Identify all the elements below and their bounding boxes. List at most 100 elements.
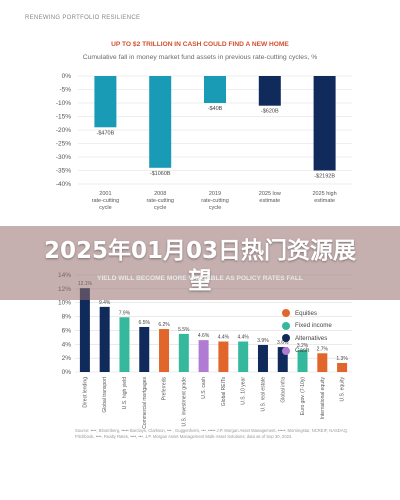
- x-category-label: rate-cutting: [146, 198, 174, 204]
- bar: [317, 353, 328, 372]
- x-category-label: Commercial mortgages: [142, 377, 148, 429]
- bar: [159, 329, 170, 372]
- banner-overlay: [0, 226, 400, 300]
- legend-label: Fixed income: [295, 322, 332, 330]
- source-note: Source: ••••, Bloomberg, ••••• Barclays,…: [75, 428, 349, 439]
- bar-data-label: 4.4%: [237, 335, 249, 341]
- bar-data-label: -$1060B: [150, 171, 171, 177]
- bar-data-label: 1.3%: [336, 356, 348, 362]
- legend-item-cash: Cash: [282, 345, 332, 358]
- bar: [119, 317, 130, 372]
- bar-data-label: 7.9%: [119, 310, 131, 316]
- x-category-label: U.S. real estate: [260, 377, 266, 412]
- bar-data-label: 6.5%: [139, 320, 151, 326]
- legend-dot-icon: [282, 334, 290, 343]
- x-category-label: International equity: [320, 377, 326, 420]
- x-category-label: U.S. equity: [340, 377, 346, 402]
- y-tick-label: -15%: [56, 114, 71, 121]
- x-category-label: Euro gov. (7-10y): [300, 377, 306, 416]
- y-tick-label: 0%: [62, 73, 72, 80]
- bar: [99, 306, 110, 372]
- chart1-subtitle: Cumulative fall in money market fund ass…: [82, 54, 318, 61]
- x-category-label: 2025 low: [259, 191, 281, 197]
- legend-dot-icon: [282, 321, 290, 330]
- x-category-label: estimate: [314, 198, 335, 204]
- bar: [258, 76, 281, 106]
- y-tick-label: -30%: [56, 154, 71, 161]
- x-category-label: U.S. investment grade: [181, 377, 187, 427]
- x-category-label: cycle: [154, 205, 167, 211]
- bar: [178, 333, 189, 372]
- x-category-label: Preferreds: [162, 377, 168, 401]
- y-tick-label: 2%: [62, 355, 72, 362]
- y-tick-label: -10%: [56, 100, 71, 107]
- x-category-label: cycle: [209, 205, 222, 211]
- bar-data-label: 4.6%: [198, 333, 210, 339]
- x-category-label: U.S. 10 year: [241, 377, 247, 405]
- y-tick-label: -5%: [59, 87, 71, 94]
- x-category-label: U.S. cash: [201, 377, 207, 399]
- bar: [218, 341, 229, 372]
- x-category-label: rate-cutting: [92, 198, 120, 204]
- bar-data-label: 3.6%: [277, 340, 289, 346]
- chart1-title: UP TO $2 TRILLION IN CASH COULD FIND A N…: [111, 41, 289, 48]
- bar-data-label: 3.9%: [257, 338, 269, 344]
- bar: [79, 288, 90, 372]
- legend-label: Equities: [295, 309, 318, 317]
- bar-data-label: 2.7%: [317, 346, 329, 352]
- x-category-label: 2019: [209, 191, 221, 197]
- legend-label: Alternatives: [295, 334, 328, 342]
- x-category-label: Direct lending: [82, 377, 88, 408]
- y-tick-label: -25%: [56, 141, 71, 148]
- y-tick-label: -40%: [56, 181, 71, 188]
- bar-data-label: -$470B: [97, 130, 115, 136]
- y-tick-label: 8%: [62, 314, 72, 321]
- x-category-label: Global infra: [280, 377, 286, 403]
- y-tick-label: 6%: [62, 327, 72, 334]
- y-tick-label: -35%: [56, 168, 71, 175]
- x-category-label: estimate: [259, 198, 280, 204]
- legend-dot-icon: [282, 346, 290, 355]
- legend-item-alternatives: Alternatives: [282, 332, 332, 345]
- x-category-label: rate-cutting: [201, 198, 229, 204]
- legend-dot-icon: [282, 309, 290, 318]
- x-category-label: Global REITs: [221, 377, 227, 407]
- bar: [277, 347, 288, 372]
- bar-data-label: 6.2%: [158, 322, 170, 328]
- bar: [297, 349, 308, 372]
- bar: [337, 362, 348, 372]
- banner-title: 2025年01月03日热门资源展望: [43, 238, 357, 294]
- chart2-legend: Equities Fixed income Alternatives Cash: [282, 307, 332, 357]
- x-category-label: Global transport: [102, 376, 108, 412]
- bar: [149, 76, 172, 168]
- bar: [238, 341, 249, 372]
- bar: [198, 340, 209, 372]
- x-category-label: 2001: [99, 191, 111, 197]
- bar-data-label: -$2192B: [314, 174, 335, 180]
- x-category-label: cycle: [99, 205, 112, 211]
- bar-data-label: 3.2%: [297, 343, 309, 349]
- bar-data-label: 4.4%: [218, 335, 230, 341]
- bar-data-label: -$40B: [208, 106, 223, 112]
- bar: [139, 326, 150, 372]
- y-tick-label: 10%: [58, 300, 71, 307]
- bar: [94, 76, 117, 128]
- bar-data-label: 9.4%: [99, 300, 111, 306]
- y-tick-label: -20%: [56, 127, 71, 134]
- x-category-label: 2025 high: [313, 191, 337, 197]
- bar: [204, 76, 226, 103]
- x-category-label: U.S. high yield: [122, 377, 128, 409]
- y-tick-label: 4%: [62, 341, 72, 348]
- legend-label: Cash: [295, 347, 310, 355]
- x-category-label: 2008: [154, 191, 166, 197]
- bar-data-label: -$620B: [261, 109, 279, 115]
- bar: [313, 76, 336, 171]
- legend-item-equities: Equities: [282, 307, 332, 320]
- chart2-title: YIELD WILL BECOME MORE VALUABLE AS POLIC…: [97, 275, 303, 282]
- legend-item-fixed-income: Fixed income: [282, 320, 332, 333]
- bar-data-label: 5.5%: [178, 327, 190, 333]
- y-tick-label: 0%: [62, 369, 72, 376]
- page-header: RENEWING PORTFOLIO RESILIENCE: [25, 15, 141, 21]
- bar: [257, 344, 268, 372]
